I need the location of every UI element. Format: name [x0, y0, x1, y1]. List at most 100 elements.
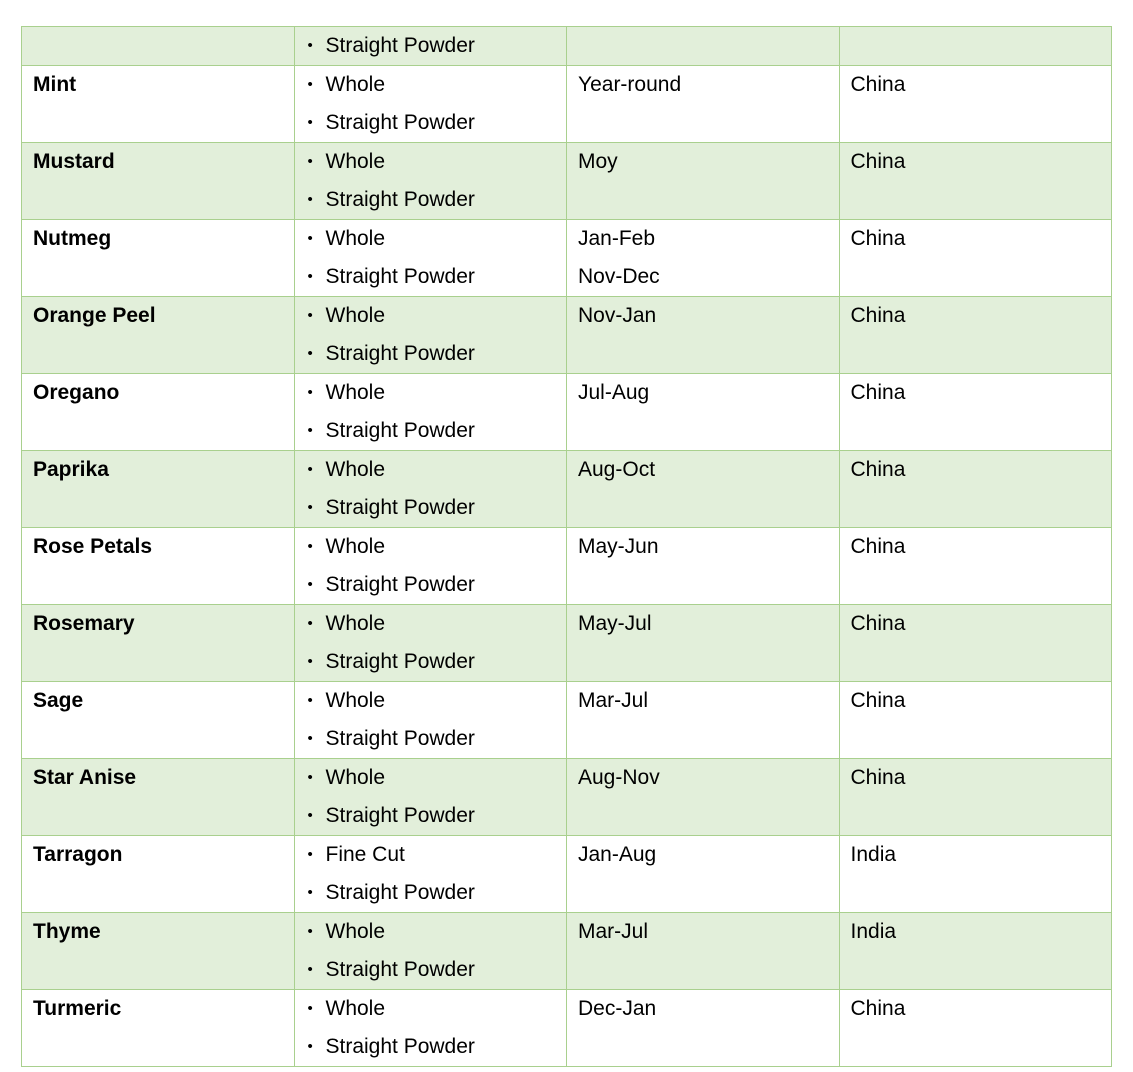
- season-text: Nov-Dec: [578, 265, 660, 288]
- forms-cell: WholeStraight Powder: [293, 296, 567, 374]
- form-list-item: Whole: [306, 990, 556, 1028]
- season-cell: Moy: [566, 142, 840, 220]
- form-list-item: Straight Powder: [306, 181, 556, 219]
- origin-cell: China: [838, 527, 1112, 605]
- season-text: Year-round: [578, 73, 682, 96]
- form-list-item: Straight Powder: [306, 566, 556, 604]
- season-cell: May-Jun: [566, 527, 840, 605]
- season-cell: Dec-Jan: [566, 989, 840, 1067]
- forms-cell: WholeStraight Powder: [293, 219, 567, 297]
- origin-cell: China: [838, 989, 1112, 1067]
- forms-cell: WholeStraight Powder: [293, 65, 567, 143]
- table-row: Star AniseWholeStraight PowderAug-NovChi…: [21, 758, 1112, 836]
- origin-cell: India: [838, 912, 1112, 990]
- spice-name-cell: Turmeric: [21, 989, 295, 1067]
- form-list-item: Straight Powder: [306, 489, 556, 527]
- form-list-item: Whole: [306, 913, 556, 951]
- spice-name-cell: Thyme: [21, 912, 295, 990]
- form-list-item: Straight Powder: [306, 258, 556, 296]
- spice-name-cell: Sage: [21, 681, 295, 759]
- spice-name-cell: Tarragon: [21, 835, 295, 913]
- form-list-item: Straight Powder: [306, 335, 556, 373]
- season-text: Jan-Aug: [578, 843, 657, 866]
- season-text: Mar-Jul: [578, 920, 649, 943]
- spice-name-cell: Mustard: [21, 142, 295, 220]
- form-list-item: Straight Powder: [306, 643, 556, 681]
- forms-cell: WholeStraight Powder: [293, 989, 567, 1067]
- form-list-item: Whole: [306, 759, 556, 797]
- forms-cell: WholeStraight Powder: [293, 912, 567, 990]
- form-list-item: Whole: [306, 297, 556, 335]
- season-text: Nov-Jan: [578, 304, 657, 327]
- spice-name-cell: Orange Peel: [21, 296, 295, 374]
- table-row: NutmegWholeStraight PowderJan-FebNov-Dec…: [21, 219, 1112, 297]
- form-list-item: Straight Powder: [306, 874, 556, 912]
- spice-name-cell: [21, 26, 295, 66]
- spice-name-cell: Paprika: [21, 450, 295, 528]
- forms-cell: WholeStraight Powder: [293, 373, 567, 451]
- forms-cell: Fine CutStraight Powder: [293, 835, 567, 913]
- forms-cell: WholeStraight Powder: [293, 527, 567, 605]
- spice-name-cell: Oregano: [21, 373, 295, 451]
- season-text: Aug-Oct: [578, 458, 656, 481]
- table-row: Rose PetalsWholeStraight PowderMay-JunCh…: [21, 527, 1112, 605]
- form-list-item: Straight Powder: [306, 104, 556, 142]
- origin-cell: China: [838, 604, 1112, 682]
- season-cell: Jan-Aug: [566, 835, 840, 913]
- season-cell: Aug-Oct: [566, 450, 840, 528]
- season-text: Dec-Jan: [578, 997, 657, 1020]
- forms-cell: WholeStraight Powder: [293, 142, 567, 220]
- table-row: Orange PeelWholeStraight PowderNov-JanCh…: [21, 296, 1112, 374]
- form-list-item: Straight Powder: [306, 27, 556, 65]
- season-cell: Jan-Feb Nov-Dec: [566, 219, 840, 297]
- forms-cell: WholeStraight Powder: [293, 450, 567, 528]
- season-text: May-Jun: [578, 535, 659, 558]
- season-cell: Nov-Jan: [566, 296, 840, 374]
- season-cell: Jul-Aug: [566, 373, 840, 451]
- origin-cell: China: [838, 373, 1112, 451]
- origin-cell: [838, 26, 1112, 66]
- origin-cell: China: [838, 450, 1112, 528]
- spice-table: Straight PowderMintWholeStraight PowderY…: [21, 26, 1112, 1067]
- form-list-item: Straight Powder: [306, 1028, 556, 1066]
- forms-cell: WholeStraight Powder: [293, 604, 567, 682]
- form-list-item: Whole: [306, 605, 556, 643]
- forms-cell: WholeStraight Powder: [293, 681, 567, 759]
- origin-cell: China: [838, 142, 1112, 220]
- spice-name-cell: Mint: [21, 65, 295, 143]
- table-row: ThymeWholeStraight Powder Mar-Jul India: [21, 912, 1112, 990]
- table-row: Straight Powder: [21, 26, 1112, 66]
- table-row: TarragonFine CutStraight Powder Jan-Aug In…: [21, 835, 1112, 913]
- season-text: May-Jul: [578, 612, 652, 635]
- origin-cell: India: [838, 835, 1112, 913]
- form-list-item: Whole: [306, 143, 556, 181]
- season-text: Moy: [578, 150, 618, 173]
- form-list-item: Straight Powder: [306, 720, 556, 758]
- origin-cell: China: [838, 681, 1112, 759]
- season-text: Jul-Aug: [578, 381, 650, 404]
- origin-cell: China: [838, 296, 1112, 374]
- spice-name-cell: Nutmeg: [21, 219, 295, 297]
- season-cell: [566, 26, 840, 66]
- form-list-item: Whole: [306, 451, 556, 489]
- spice-name-cell: Star Anise: [21, 758, 295, 836]
- form-list-item: Whole: [306, 374, 556, 412]
- season-cell: Mar-Jul: [566, 912, 840, 990]
- form-list-item: Whole: [306, 682, 556, 720]
- season-cell: Aug-Nov: [566, 758, 840, 836]
- season-text: Mar-Jul: [578, 689, 649, 712]
- table-row: MintWholeStraight Powder Year-round China: [21, 65, 1112, 143]
- season-cell: Year-round: [566, 65, 840, 143]
- origin-cell: China: [838, 219, 1112, 297]
- form-list-item: Straight Powder: [306, 797, 556, 835]
- origin-cell: China: [838, 65, 1112, 143]
- form-list-item: Whole: [306, 528, 556, 566]
- spice-name-cell: Rosemary: [21, 604, 295, 682]
- form-list-item: Straight Powder: [306, 412, 556, 450]
